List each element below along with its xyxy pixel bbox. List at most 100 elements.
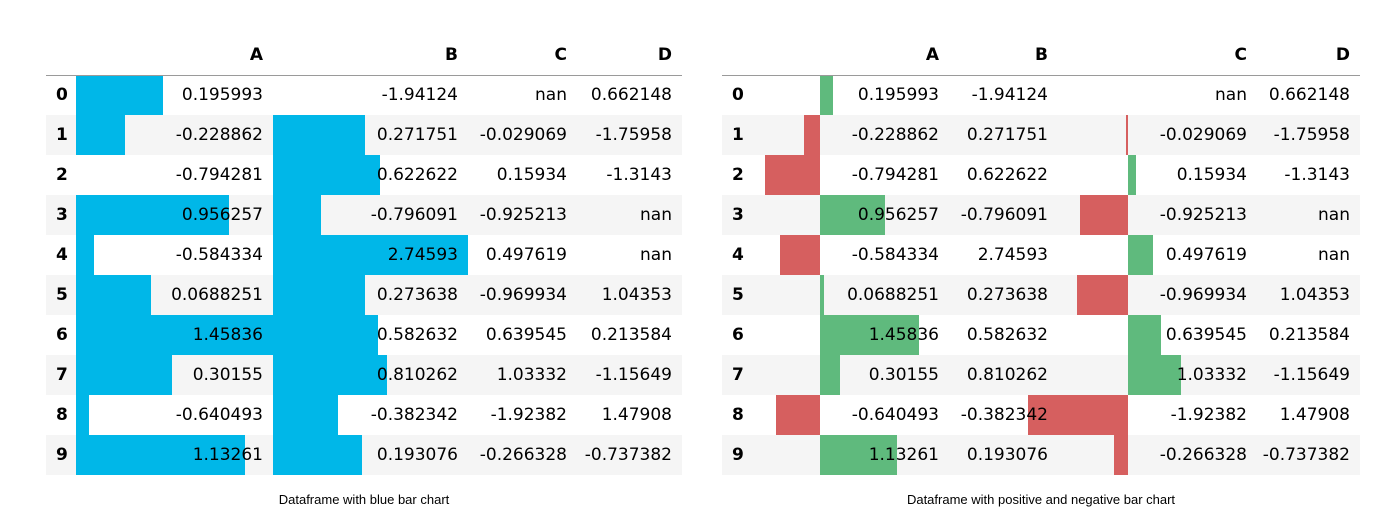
- table-row: 0 0.195993 -1.94124 nan 0.662148: [722, 75, 1360, 115]
- cell-value: 0.582632: [966, 325, 1048, 345]
- cell-bar: [76, 435, 245, 475]
- positive-bar: [819, 275, 825, 315]
- column-header-c: C: [468, 35, 577, 76]
- cell-value: -1.94124: [381, 85, 458, 106]
- header-row: A B C D: [722, 35, 1360, 76]
- cell-bar: [273, 155, 380, 195]
- cell-value: nan: [640, 245, 672, 265]
- cell-a: -0.640493: [750, 395, 949, 435]
- cell-b: -0.382342: [949, 395, 1058, 435]
- row-index: 3: [56, 205, 68, 225]
- cell-b: 0.582632: [273, 315, 468, 355]
- cell-value: 1.04353: [601, 285, 672, 305]
- cell-value: 1.45836: [192, 325, 263, 345]
- cell-value: -0.969934: [479, 285, 567, 305]
- cell-a: -0.584334: [750, 235, 949, 275]
- cell-a: 1.45836: [76, 315, 273, 355]
- cell-d: 0.213584: [577, 315, 682, 355]
- cell-bar: [76, 395, 90, 435]
- cell-b: 0.273638: [949, 275, 1058, 315]
- cell-value: 0.639545: [485, 325, 567, 345]
- cell-b: -0.796091: [273, 195, 468, 235]
- cell-value: -0.584334: [175, 245, 263, 265]
- cell-value: 0.810262: [376, 365, 458, 385]
- cell-d: 1.04353: [577, 275, 682, 315]
- row-index: 5: [56, 285, 68, 305]
- row-index: 6: [732, 325, 744, 345]
- cell-b: -0.796091: [949, 195, 1058, 235]
- cell-value: nan: [535, 85, 567, 106]
- cell-d: nan: [577, 195, 682, 235]
- cell-value: 0.810262: [966, 365, 1048, 385]
- table-row: 3 0.956257 -0.796091 -0.925213 nan: [722, 195, 1360, 235]
- cell-c: -0.266328: [468, 435, 577, 475]
- cell-c: -1.92382: [1028, 395, 1257, 435]
- cell-d: nan: [577, 235, 682, 275]
- cell-a: -0.228862: [750, 115, 949, 155]
- cell-b: 0.193076: [273, 435, 468, 475]
- table-row: 7 0.30155 0.810262 1.03332 -1.15649: [46, 355, 682, 395]
- cell-bar: [273, 275, 366, 315]
- cell-a: 0.30155: [750, 355, 949, 395]
- cell-c: 1.03332: [1058, 355, 1257, 395]
- row-index: 9: [732, 445, 744, 465]
- cell-d: nan: [1257, 195, 1360, 235]
- cell-d: -1.3143: [1257, 155, 1360, 195]
- cell-value: 0.0688251: [847, 285, 939, 305]
- negative-bar: [804, 115, 820, 155]
- positive-bar: [819, 75, 833, 115]
- cell-c: 0.639545: [468, 315, 577, 355]
- cell-value: -0.228862: [175, 125, 263, 145]
- column-header-d: D: [577, 35, 682, 76]
- negative-bar: [775, 395, 820, 435]
- cell-value: -0.794281: [175, 165, 263, 185]
- negative-bar: [1079, 195, 1128, 235]
- cell-bar: [76, 115, 126, 155]
- cell-c: 0.497619: [468, 235, 577, 275]
- cell-a: 0.956257: [750, 195, 949, 235]
- cell-c: 1.03332: [468, 355, 577, 395]
- cell-c: -0.029069: [468, 115, 577, 155]
- cell-d: -1.75958: [1257, 115, 1360, 155]
- row-index: 7: [56, 365, 68, 385]
- cell-value: nan: [1318, 205, 1350, 225]
- table-row: 7 0.30155 0.810262 1.03332 -1.15649: [722, 355, 1360, 395]
- positive-bar: [819, 435, 897, 475]
- cell-value: 0.195993: [857, 85, 939, 106]
- cell-value: -1.94124: [971, 85, 1048, 106]
- row-index: 4: [732, 245, 744, 265]
- cell-value: -0.029069: [479, 125, 567, 145]
- column-header-d: D: [1257, 35, 1360, 76]
- cell-c: -0.969934: [1058, 275, 1257, 315]
- column-header-b: B: [273, 35, 468, 76]
- table-row: 9 1.13261 0.193076 -0.266328 -0.737382: [722, 435, 1360, 475]
- column-header-c: C: [1058, 35, 1257, 76]
- cell-d: nan: [1257, 235, 1360, 275]
- table-row: 2 -0.794281 0.622622 0.15934 -1.3143: [722, 155, 1360, 195]
- cell-value: 0.662148: [590, 85, 672, 106]
- table-row: 9 1.13261 0.193076 -0.266328 -0.737382: [46, 435, 682, 475]
- cell-c: 0.15934: [1058, 155, 1257, 195]
- cell-value: 0.273638: [966, 285, 1048, 305]
- column-header-a: A: [76, 35, 273, 76]
- cell-value: -0.794281: [851, 165, 939, 185]
- cell-d: -0.737382: [1257, 435, 1360, 475]
- table-row: 5 0.0688251 0.273638 -0.969934 1.04353: [722, 275, 1360, 315]
- cell-b: 0.622622: [273, 155, 468, 195]
- cell-value: -0.228862: [851, 125, 939, 145]
- row-index: 8: [56, 405, 68, 425]
- cell-c: 0.15934: [468, 155, 577, 195]
- cell-d: 0.662148: [1257, 75, 1360, 115]
- cell-d: 1.04353: [1257, 275, 1360, 315]
- cell-value: 1.45836: [868, 325, 939, 345]
- row-index: 2: [56, 165, 68, 185]
- cell-a: -0.794281: [76, 155, 273, 195]
- cell-value: 0.956257: [181, 205, 263, 225]
- cell-value: 1.47908: [601, 405, 672, 425]
- cell-bar: [273, 235, 468, 275]
- cell-value: -1.15649: [595, 365, 672, 385]
- cell-c: nan: [468, 75, 577, 115]
- cell-c: -0.925213: [1058, 195, 1257, 235]
- row-index: 1: [56, 125, 68, 145]
- cell-value: 0.271751: [376, 125, 458, 145]
